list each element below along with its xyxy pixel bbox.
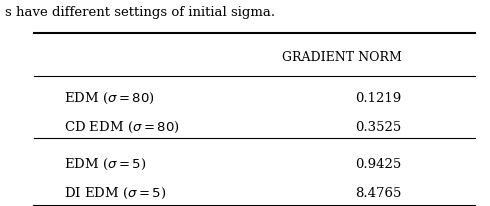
Text: 0.1219: 0.1219 [356,92,402,105]
Text: 8.4765: 8.4765 [355,187,402,200]
Text: 0.3525: 0.3525 [356,121,402,134]
Text: DI EDM ($\sigma = 5$): DI EDM ($\sigma = 5$) [64,186,166,201]
Text: CD EDM ($\sigma = 80$): CD EDM ($\sigma = 80$) [64,120,179,135]
Text: s have different settings of initial sigma.: s have different settings of initial sig… [5,6,275,19]
Text: EDM ($\sigma = 5$): EDM ($\sigma = 5$) [64,157,146,172]
Text: 0.9425: 0.9425 [356,158,402,171]
Text: EDM ($\sigma = 80$): EDM ($\sigma = 80$) [64,91,154,107]
Text: GRADIENT NORM: GRADIENT NORM [282,51,402,64]
